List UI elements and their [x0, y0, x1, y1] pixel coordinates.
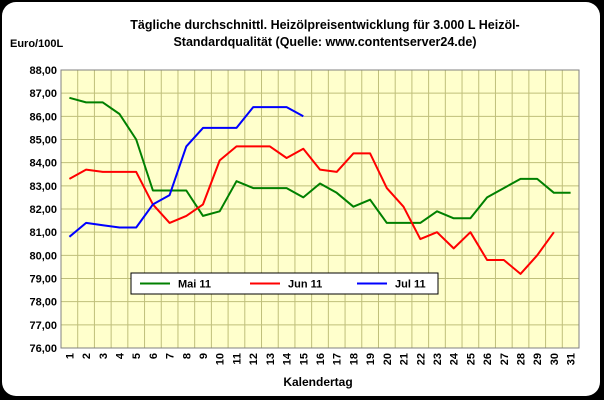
x-tick-label: 12 [248, 353, 260, 365]
x-tick-label: 11 [231, 353, 243, 365]
y-tick-label: 79,00 [29, 274, 57, 286]
x-tick-label: 16 [315, 353, 327, 365]
y-tick-label: 87,00 [29, 88, 57, 100]
x-tick-labels: 1 2 3 4 5 6 7 8 9 10 11 12 13 14 15 16 17 18 19 20 21 22 23 24 2… [64, 352, 577, 365]
y-tick-label: 77,00 [29, 320, 57, 332]
series-line-2 [68, 145, 555, 275]
x-tick-label: 22 [415, 353, 427, 365]
x-tick-label: 23 [432, 353, 444, 365]
legend-label-2: Jun 11 [288, 279, 322, 291]
x-tick-label: 17 [332, 353, 344, 365]
x-tick-label: 4 [114, 352, 126, 359]
x-tick-label: 1 [64, 353, 76, 359]
x-tick-label: 25 [465, 353, 477, 365]
y-axis-label: Euro/100L [10, 38, 63, 50]
legend-box [130, 272, 439, 295]
x-tick-label: 9 [198, 353, 210, 359]
legend: Mai 11 Jun 11 Jul 11 [130, 272, 439, 295]
x-tick-label: 15 [298, 353, 310, 365]
x-tick-label: 31 [566, 353, 578, 365]
legend-label-1: Mai 11 [178, 279, 211, 291]
chart-title-line-1: Tägliche durchschnittl. Heizölpreisentwi… [130, 18, 519, 32]
series-lines [68, 96, 571, 275]
x-tick-label: 24 [449, 352, 461, 365]
x-axis-label: Kalendertag [283, 375, 352, 389]
y-tick-labels: 76,00 77,00 78,00 79,00 80,00 81,00 82,00 83,00… [29, 65, 57, 355]
series-line-3 [68, 106, 304, 238]
x-tick-label: 14 [282, 352, 294, 365]
y-tick-label: 78,00 [29, 297, 57, 309]
y-tick-label: 83,00 [29, 181, 57, 193]
grid [61, 69, 579, 349]
y-tick-label: 86,00 [29, 111, 57, 123]
series-line-1 [69, 96, 571, 224]
x-tick-label: 27 [499, 353, 511, 365]
x-tick-label: 28 [516, 353, 528, 365]
y-tick-label: 85,00 [29, 135, 57, 147]
y-tick-label: 84,00 [29, 158, 57, 170]
y-tick-label: 82,00 [29, 204, 57, 216]
chart-frame: Tägliche durchschnittl. Heizölpreisentwi… [2, 2, 600, 396]
plot-border [60, 69, 580, 349]
x-tick-label: 6 [148, 353, 160, 359]
x-tick-label: 20 [382, 353, 394, 365]
chart-title-line-2: Standardqualität (Quelle: www.contentser… [173, 35, 476, 49]
y-tick-label: 88,00 [29, 65, 57, 77]
x-tick-label: 8 [181, 353, 193, 359]
x-tick-label: 30 [549, 353, 561, 365]
x-tick-label: 21 [399, 353, 411, 365]
x-tick-label: 2 [81, 353, 93, 359]
y-tick-label: 80,00 [29, 250, 57, 262]
y-tick-label: 81,00 [29, 227, 57, 239]
x-tick-label: 29 [532, 353, 544, 365]
legend-label-3: Jul 11 [395, 279, 426, 291]
x-tick-label: 19 [365, 353, 377, 365]
x-tick-label: 7 [165, 353, 177, 359]
x-tick-label: 18 [348, 353, 360, 365]
x-tick-label: 5 [131, 353, 143, 359]
line-chart: Tägliche durchschnittl. Heizölpreisentwi… [10, 18, 580, 389]
x-tick-label: 3 [98, 353, 110, 359]
x-tick-label: 13 [265, 353, 277, 365]
y-tick-label: 76,00 [29, 343, 57, 355]
x-tick-label: 10 [215, 353, 227, 365]
x-tick-label: 26 [482, 353, 494, 365]
